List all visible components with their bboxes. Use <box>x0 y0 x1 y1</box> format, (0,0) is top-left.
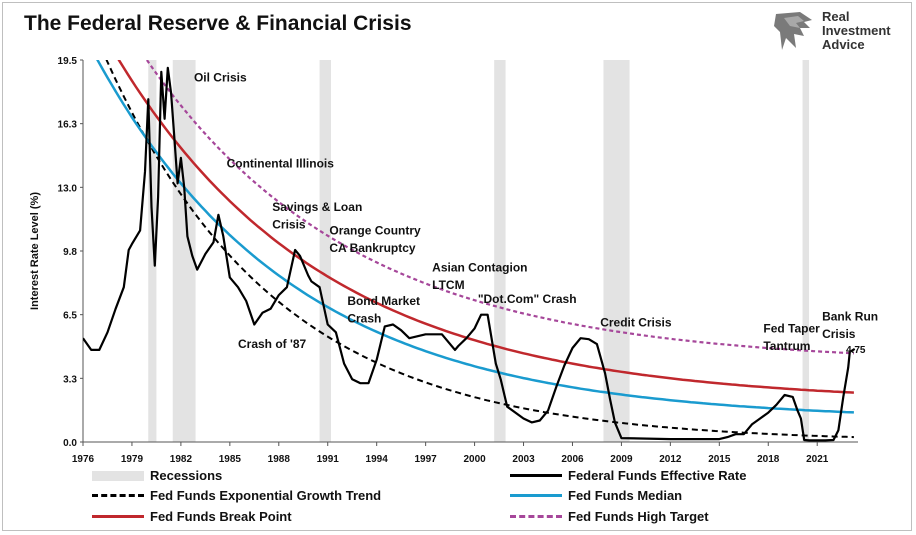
x-tick-label: 2015 <box>708 454 731 465</box>
y-tick-label: 6.5 <box>63 311 77 322</box>
chart-annotation: Savings & Loan <box>272 200 362 214</box>
chart-annotation: Crash of '87 <box>238 337 307 351</box>
brand-logo: Real Investment Advice <box>770 8 900 56</box>
chart-annotation: Fed Taper <box>763 321 820 335</box>
x-tick-label: 2009 <box>610 454 633 465</box>
x-tick-label: 1991 <box>317 454 340 465</box>
legend-label: Recessions <box>150 468 223 483</box>
chart-annotation: 4.75 <box>846 345 866 356</box>
legend-label: Fed Funds Median <box>568 488 683 503</box>
recession-band <box>148 60 157 442</box>
recession-band <box>802 60 810 442</box>
logo-line-1: Real <box>822 9 850 24</box>
y-tick-label: 13.0 <box>58 183 78 194</box>
x-tick-label: 2000 <box>463 454 486 465</box>
recession-band <box>494 60 506 442</box>
legend-item-trend: Fed Funds Exponential Growth Trend <box>92 488 381 503</box>
chart-annotation: Crash <box>347 312 381 326</box>
x-tick-label: 2006 <box>561 454 584 465</box>
chart-annotation: Crisis <box>822 327 856 341</box>
legend-item-breakpoint: Fed Funds Break Point <box>92 509 292 524</box>
legend-swatch-high-target <box>510 515 562 518</box>
x-tick-label: 2012 <box>659 454 682 465</box>
eagle-icon <box>774 12 812 50</box>
legend-swatch-recessions <box>92 470 144 481</box>
series-line-breakpoint <box>117 60 854 394</box>
legend-swatch-median <box>510 494 562 497</box>
recession-band <box>603 60 630 442</box>
x-tick-label: 1979 <box>121 454 144 465</box>
series-line-trend <box>105 60 854 439</box>
legend-label: Federal Funds Effective Rate <box>568 468 747 483</box>
y-tick-label: 16.3 <box>58 120 78 131</box>
legend-item-effective-rate: Federal Funds Effective Rate <box>510 468 746 483</box>
x-tick-label: 1994 <box>366 454 389 465</box>
legend-swatch-effective-rate <box>510 474 562 477</box>
x-tick-label: 2021 <box>806 454 829 465</box>
chart-annotation: CA Bankruptcy <box>329 241 416 255</box>
legend-item-high-target: Fed Funds High Target <box>510 509 709 524</box>
chart-annotation: Tantrum <box>763 339 810 353</box>
y-axis-label: Interest Rate Level (%) <box>29 192 41 310</box>
logo-line-3: Advice <box>822 37 865 52</box>
legend-label: Fed Funds Break Point <box>150 509 292 524</box>
legend-item-recessions: Recessions <box>92 468 222 483</box>
legend-item-median: Fed Funds Median <box>510 488 682 503</box>
y-tick-label: 3.3 <box>63 374 77 385</box>
chart-annotation: Crisis <box>272 217 306 231</box>
series-line-hightarget <box>145 60 854 355</box>
x-tick-label: 1988 <box>268 454 291 465</box>
chart-annotation: Bond Market <box>347 294 420 308</box>
chart-annotation: LTCM <box>432 278 464 292</box>
series-line-effective-rate <box>83 66 856 442</box>
chart-title: The Federal Reserve & Financial Crisis <box>24 12 412 35</box>
chart-annotation: Oil Crisis <box>194 71 247 85</box>
logo-line-2: Investment <box>822 23 891 38</box>
series-line-median <box>96 60 854 414</box>
chart-annotation: "Dot.Com" Crash <box>478 292 577 306</box>
recession-band <box>319 60 331 442</box>
x-tick-label: 1985 <box>219 454 242 465</box>
y-tick-label: 19.5 <box>58 56 78 67</box>
chart-annotation: Bank Run <box>822 310 878 324</box>
legend-swatch-trend <box>92 494 144 497</box>
logo-text: Real Investment Advice <box>822 10 891 52</box>
legend-label: Fed Funds High Target <box>568 509 709 524</box>
legend-swatch-breakpoint <box>92 515 144 518</box>
chart-annotation: Asian Contagion <box>432 261 527 275</box>
recession-band <box>172 60 196 442</box>
x-tick-label: 2018 <box>757 454 780 465</box>
legend-label: Fed Funds Exponential Growth Trend <box>150 488 382 503</box>
x-tick-label: 1997 <box>415 454 438 465</box>
chart-annotation: Credit Crisis <box>600 315 672 329</box>
y-tick-label: 9.8 <box>63 247 77 258</box>
chart-annotation: Orange Country <box>329 223 421 237</box>
x-tick-label: 1976 <box>72 454 95 465</box>
chart-annotation: Continental Illinois <box>227 157 335 171</box>
x-tick-label: 1982 <box>170 454 193 465</box>
x-tick-label: 2003 <box>512 454 535 465</box>
y-tick-label: 0.0 <box>63 438 77 449</box>
